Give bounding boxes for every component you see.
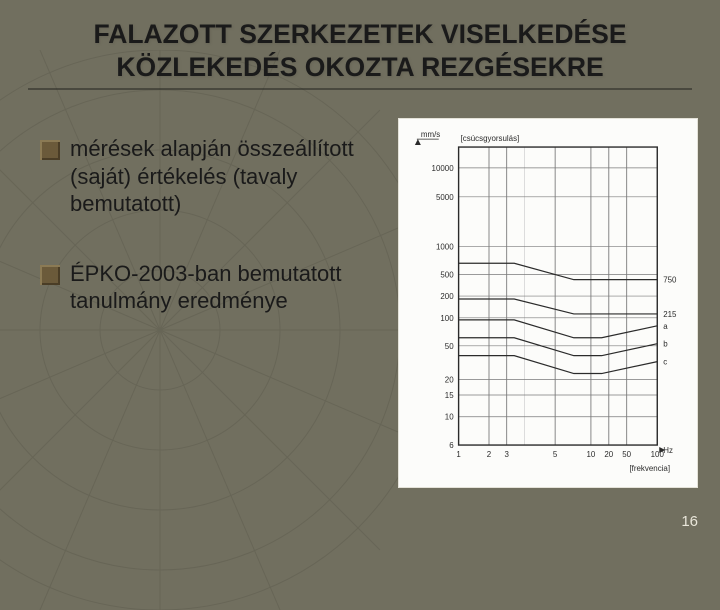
- svg-text:mm/s: mm/s: [421, 130, 440, 139]
- svg-text:6: 6: [449, 441, 454, 450]
- title-underline: [28, 88, 692, 90]
- svg-text:10000: 10000: [432, 164, 455, 173]
- svg-text:[csúcsgyorsulás]: [csúcsgyorsulás]: [461, 134, 520, 143]
- svg-text:a: a: [663, 322, 668, 331]
- title-line-1: FALAZOTT SZERKEZETEK VISELKEDÉSE: [94, 19, 627, 49]
- bullet-list: mérések alapján összeállított (saját) ér…: [40, 135, 360, 357]
- bullet-item: mérések alapján összeállított (saját) ér…: [40, 135, 360, 218]
- page-number: 16: [681, 513, 698, 530]
- chart-svg: 750215abc6101520501002005001000500010000…: [399, 119, 697, 487]
- svg-text:50: 50: [622, 450, 631, 459]
- bullet-item: ÉPKO-2003-ban bemutatott tanulmány eredm…: [40, 260, 360, 315]
- svg-text:Hz: Hz: [663, 446, 673, 455]
- svg-text:500: 500: [440, 271, 454, 280]
- svg-text:100: 100: [440, 314, 454, 323]
- svg-text:10: 10: [445, 413, 454, 422]
- svg-text:750: 750: [663, 276, 677, 285]
- svg-text:2: 2: [487, 450, 492, 459]
- svg-text:20: 20: [604, 450, 613, 459]
- svg-text:200: 200: [440, 292, 454, 301]
- svg-text:15: 15: [445, 391, 454, 400]
- square-bullet-icon: [40, 140, 60, 160]
- chart-panel: 750215abc6101520501002005001000500010000…: [398, 118, 698, 488]
- svg-text:215: 215: [663, 310, 677, 319]
- svg-text:1000: 1000: [436, 243, 454, 252]
- svg-text:20: 20: [445, 375, 454, 384]
- svg-text:3: 3: [504, 450, 509, 459]
- svg-text:[frekvencia]: [frekvencia]: [629, 464, 670, 473]
- svg-text:5000: 5000: [436, 193, 454, 202]
- svg-text:b: b: [663, 340, 668, 349]
- svg-text:c: c: [663, 358, 667, 367]
- square-bullet-icon: [40, 265, 60, 285]
- bullet-text: ÉPKO-2003-ban bemutatott tanulmány eredm…: [70, 260, 360, 315]
- svg-text:1: 1: [456, 450, 461, 459]
- slide-title: FALAZOTT SZERKEZETEK VISELKEDÉSE KÖZLEKE…: [0, 18, 720, 84]
- svg-text:50: 50: [445, 342, 454, 351]
- bullet-text: mérések alapján összeállított (saját) ér…: [70, 135, 360, 218]
- svg-text:10: 10: [586, 450, 595, 459]
- svg-text:5: 5: [553, 450, 558, 459]
- title-line-2: KÖZLEKEDÉS OKOZTA REZGÉSEKRE: [116, 52, 603, 82]
